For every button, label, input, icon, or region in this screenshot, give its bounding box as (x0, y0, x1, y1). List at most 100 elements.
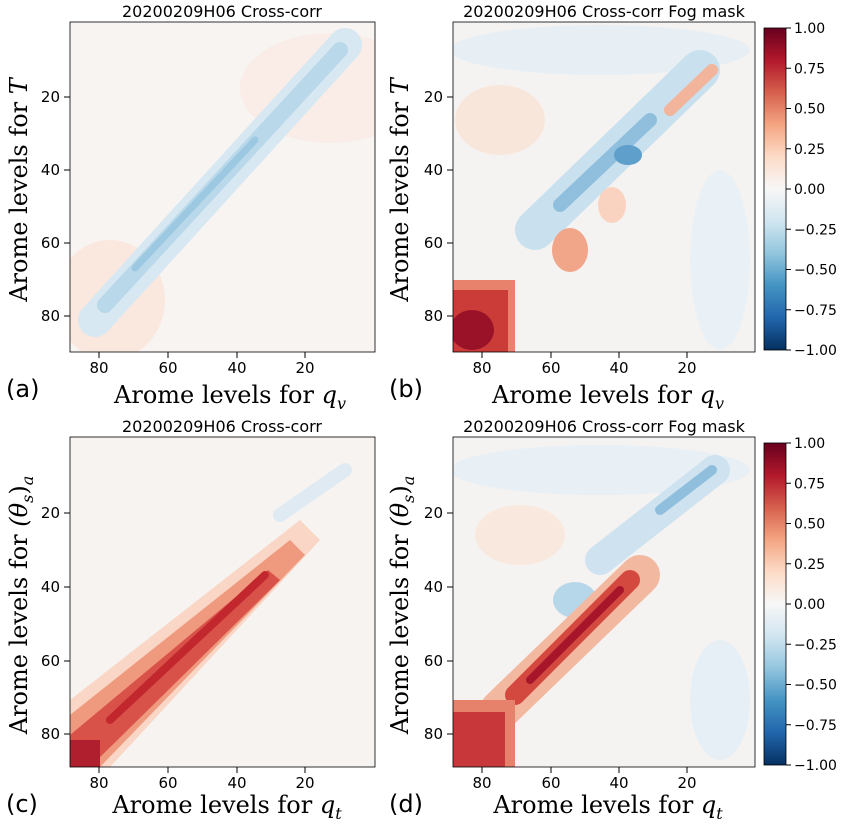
heatmap-d-corner-core (453, 712, 505, 767)
x-tick-label: 20 (295, 359, 314, 377)
panel-a-label: (a) (6, 375, 39, 403)
heatmap-b-warm-blob-3 (598, 187, 626, 223)
panel-a-yticks: 20 40 60 80 (41, 88, 70, 325)
heatmap-d-cool-core (655, 465, 717, 515)
colorbar-tick-label: −1.00 (794, 758, 837, 774)
y-tick-label: 60 (41, 234, 60, 252)
x-tick-label: 80 (472, 774, 491, 792)
heatmap-c-band-core (106, 571, 269, 724)
heatmap-b-warm-line (664, 64, 718, 116)
y-tick-label: 20 (41, 88, 60, 106)
colorbar-bottom: 1.00 0.75 0.50 0.25 0.00 −0.25 −0.50 −0.75 −1.00 (763, 436, 837, 774)
y-tick-label: 80 (41, 725, 60, 743)
x-tick-label: 80 (89, 359, 108, 377)
panel-d-xticks: 80 60 40 20 (472, 767, 697, 792)
panel-a-frame (69, 21, 376, 353)
heatmap-b-warm-blob (455, 85, 545, 155)
colorbar-tick-label: 0.25 (794, 557, 825, 573)
x-tick-label: 20 (677, 774, 696, 792)
heatmap-d-band-core (526, 586, 624, 684)
panel-b-label: (b) (389, 375, 423, 403)
panel-b: 20200209H06 Cross-corr Fog mask 20 40 60… (386, 2, 756, 413)
colorbar-tick-label: −0.50 (794, 678, 837, 694)
x-tick-label: 40 (227, 359, 246, 377)
colorbar-tick-label: 0.25 (794, 142, 825, 158)
x-tick-label: 40 (609, 359, 628, 377)
x-tick-label: 40 (227, 774, 246, 792)
y-tick-label: 60 (41, 652, 60, 670)
panel-b-title: 20200209H06 Cross-corr Fog mask (463, 2, 745, 21)
panel-b-ylabel: Arome levels for T (386, 76, 414, 303)
x-tick-label: 80 (472, 359, 491, 377)
heatmap-b-warm-blob-2 (552, 228, 588, 272)
panel-a-ylabel: Arome levels for T (5, 76, 33, 303)
colorbar-tick-label: 0.00 (794, 182, 825, 198)
panel-b-xticks: 80 60 40 20 (472, 352, 697, 377)
panel-c: 20200209H06 Cross-corr 20 40 60 80 80 60… (5, 417, 376, 823)
x-tick-label: 60 (158, 359, 177, 377)
y-tick-label: 80 (424, 725, 443, 743)
x-tick-label: 20 (677, 359, 696, 377)
colorbar-tick-label: 0.75 (794, 476, 825, 492)
panel-d-yticks: 20 40 60 80 (424, 504, 453, 743)
heatmap-d-warm-blob (475, 505, 565, 565)
y-tick-label: 20 (424, 88, 443, 106)
y-tick-label: 40 (41, 578, 60, 596)
colorbar-top: 1.00 0.75 0.50 0.25 0.00 −0.25 −0.50 −0.75 −1.00 (763, 21, 837, 359)
colorbar-tick-label: 0.00 (794, 597, 825, 613)
y-tick-label: 80 (41, 307, 60, 325)
x-tick-label: 60 (158, 774, 177, 792)
colorbar-tick-label: −0.75 (794, 303, 837, 319)
colorbar-tick-label: 1.00 (794, 436, 825, 452)
panel-d: 20200209H06 Cross-corr Fog mask 20 40 60… (386, 417, 756, 823)
colorbar-tick-label: −0.75 (794, 718, 837, 734)
y-tick-label: 40 (424, 578, 443, 596)
heatmap-b-top-stripe (453, 25, 750, 75)
x-tick-label: 60 (541, 359, 560, 377)
x-tick-label: 60 (541, 774, 560, 792)
colorbar-tick-label: 0.50 (794, 102, 825, 118)
panel-c-xlabel: Arome levels for qt (111, 791, 342, 823)
panel-c-label: (c) (6, 790, 38, 818)
panel-d-ylabel: Arome levels for (θs)a (386, 476, 418, 736)
panel-d-title: 20200209H06 Cross-corr Fog mask (463, 417, 745, 436)
heatmap-c-corner-core (70, 740, 100, 767)
panel-c-ylabel: Arome levels for (θs)a (5, 476, 37, 736)
heatmap-b-corner-core (453, 310, 494, 350)
panel-c-xticks: 80 60 40 20 (89, 767, 315, 792)
heatmap-c-band-inner (70, 570, 280, 767)
heatmap-b-cool-stripe (690, 170, 750, 350)
panel-a: 20200209H06 Cross-corr 20 40 60 80 80 60… (5, 2, 376, 413)
panel-a-xlabel: Arome levels for qv (113, 381, 346, 413)
heatmap-c-cool-band (273, 463, 352, 522)
x-tick-label: 40 (609, 774, 628, 792)
colorbar-tick-label: −0.50 (794, 263, 837, 279)
panel-d-label: (d) (389, 790, 423, 818)
panel-a-title: 20200209H06 Cross-corr (122, 2, 322, 21)
heatmap-b-band-core (614, 145, 642, 165)
panel-c-yticks: 20 40 60 80 (41, 504, 70, 743)
panel-a-xticks: 80 60 40 20 (89, 352, 315, 377)
heatmap-b-band-inner (553, 113, 657, 212)
panel-b-xlabel: Arome levels for qv (491, 381, 724, 413)
colorbar-gradient (763, 27, 787, 351)
y-tick-label: 60 (424, 652, 443, 670)
x-tick-label: 20 (295, 774, 314, 792)
x-tick-label: 80 (89, 774, 108, 792)
colorbar-tick-label: −1.00 (794, 343, 837, 359)
colorbar-tick-label: 0.75 (794, 61, 825, 77)
y-tick-label: 20 (41, 504, 60, 522)
panel-c-frame (69, 436, 376, 768)
colorbar-tick-label: 1.00 (794, 21, 825, 37)
heatmap-d-cool-stripe (690, 640, 750, 760)
panel-d-xlabel: Arome levels for qt (492, 791, 723, 823)
panel-c-title: 20200209H06 Cross-corr (122, 417, 322, 436)
y-tick-label: 80 (424, 307, 443, 325)
y-tick-label: 40 (424, 161, 443, 179)
colorbar-gradient (763, 442, 787, 766)
colorbar-tick-label: −0.25 (794, 637, 837, 653)
y-tick-label: 60 (424, 234, 443, 252)
panel-d-frame (452, 436, 756, 768)
panel-b-yticks: 20 40 60 80 (424, 88, 453, 325)
